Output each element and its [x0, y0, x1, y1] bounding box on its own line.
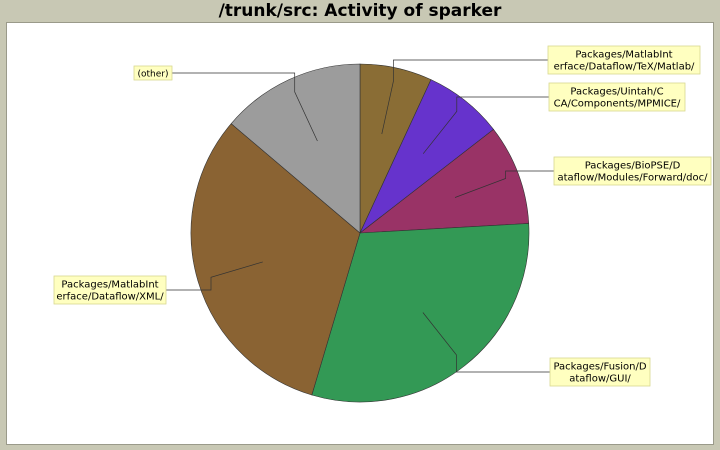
- leader-line: [454, 170, 554, 198]
- pie-slices: [190, 63, 530, 403]
- slice-label-box: [548, 82, 686, 112]
- slice-label-box: [549, 357, 651, 387]
- chart-title: /trunk/src: Activity of sparker: [218, 1, 502, 21]
- pie-slice: [230, 63, 361, 234]
- slice-label-box: [547, 45, 701, 75]
- slice-label: Packages/Uintah/C CA/Components/MPMICE/: [554, 87, 681, 110]
- pie-slice: [359, 128, 530, 234]
- slice-label: Packages/MatlabInt erface/Dataflow/TeX/Ma…: [554, 50, 695, 73]
- slice-label-box: [553, 156, 712, 186]
- pie-slice: [311, 223, 530, 403]
- slice-label: Packages/MatlabInt erface/Dataflow/XML/: [56, 280, 164, 303]
- leader-line: [422, 96, 549, 154]
- leader-line: [166, 261, 263, 291]
- pie-labels: Packages/MatlabInt erface/Dataflow/TeX/Ma…: [53, 45, 712, 387]
- slice-label: Packages/BioPSE/D ataflow/Modules/Forward…: [558, 161, 709, 184]
- pie-slice: [190, 123, 361, 396]
- slice-label: Packages/Fusion/D ataflow/GUI/: [553, 362, 646, 385]
- leader-line: [381, 59, 548, 135]
- slice-label: (other): [138, 70, 169, 80]
- slice-label-box: [53, 275, 167, 305]
- leader-line: [172, 72, 318, 142]
- leader-line: [422, 312, 550, 373]
- slice-label-box: [133, 65, 173, 81]
